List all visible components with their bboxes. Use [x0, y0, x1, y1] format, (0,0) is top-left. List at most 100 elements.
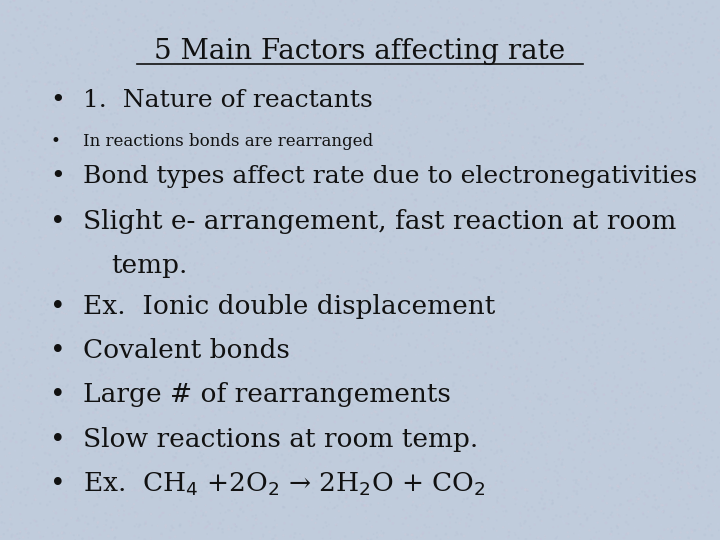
Point	[243, 376, 255, 384]
Point	[93, 94, 104, 103]
Point	[164, 130, 176, 139]
Point	[45, 26, 56, 35]
Point	[21, 275, 32, 284]
Point	[376, 150, 387, 159]
Point	[556, 341, 567, 350]
Point	[420, 512, 431, 521]
Point	[446, 436, 458, 444]
Point	[188, 56, 199, 64]
Point	[667, 177, 679, 185]
Point	[57, 247, 68, 255]
Point	[371, 332, 382, 340]
Point	[268, 468, 279, 477]
Point	[446, 249, 457, 258]
Point	[288, 429, 300, 437]
Point	[569, 222, 580, 231]
Point	[205, 522, 217, 530]
Point	[381, 357, 392, 366]
Point	[195, 429, 207, 437]
Point	[91, 390, 102, 399]
Point	[523, 286, 535, 294]
Point	[360, 106, 372, 114]
Point	[408, 246, 419, 254]
Point	[197, 135, 209, 144]
Point	[307, 484, 319, 492]
Point	[504, 139, 516, 147]
Point	[639, 246, 650, 255]
Point	[71, 276, 83, 285]
Point	[528, 89, 539, 97]
Point	[29, 217, 40, 226]
Point	[387, 466, 399, 475]
Point	[401, 254, 413, 263]
Point	[652, 220, 664, 228]
Point	[400, 83, 412, 91]
Point	[330, 521, 342, 529]
Point	[699, 134, 711, 143]
Point	[74, 104, 86, 112]
Point	[608, 232, 619, 241]
Point	[21, 524, 32, 533]
Point	[634, 103, 646, 112]
Point	[6, 462, 17, 471]
Point	[588, 333, 599, 341]
Point	[387, 227, 399, 235]
Point	[282, 62, 294, 70]
Point	[123, 510, 135, 518]
Point	[312, 283, 323, 292]
Point	[600, 369, 612, 377]
Point	[165, 275, 176, 284]
Point	[194, 448, 206, 457]
Point	[271, 84, 283, 92]
Point	[432, 292, 444, 300]
Point	[369, 247, 381, 256]
Point	[649, 476, 660, 485]
Point	[225, 233, 237, 242]
Point	[713, 26, 720, 35]
Point	[374, 220, 386, 229]
Point	[253, 12, 264, 21]
Point	[58, 530, 70, 538]
Point	[91, 0, 102, 8]
Point	[225, 319, 237, 328]
Point	[518, 96, 529, 104]
Point	[366, 141, 377, 150]
Point	[445, 53, 456, 62]
Point	[382, 340, 393, 349]
Point	[673, 118, 685, 127]
Point	[660, 458, 672, 467]
Point	[641, 227, 652, 236]
Point	[316, 150, 328, 159]
Point	[79, 451, 91, 460]
Point	[417, 430, 428, 439]
Point	[678, 167, 689, 176]
Point	[518, 212, 530, 220]
Point	[695, 217, 706, 225]
Point	[264, 491, 275, 500]
Point	[140, 517, 151, 526]
Point	[379, 62, 391, 71]
Point	[51, 29, 63, 38]
Point	[240, 256, 252, 265]
Point	[351, 188, 362, 197]
Point	[0, 147, 9, 156]
Point	[416, 320, 428, 329]
Point	[209, 141, 220, 150]
Point	[621, 451, 632, 460]
Point	[466, 48, 477, 56]
Point	[434, 315, 446, 323]
Point	[50, 258, 62, 267]
Point	[14, 249, 26, 258]
Point	[125, 231, 136, 239]
Point	[495, 188, 507, 197]
Point	[475, 445, 487, 454]
Point	[187, 154, 199, 163]
Point	[274, 246, 286, 255]
Point	[2, 40, 14, 49]
Point	[227, 202, 238, 211]
Point	[364, 183, 375, 191]
Point	[412, 341, 423, 349]
Point	[446, 303, 458, 312]
Point	[300, 324, 312, 333]
Point	[652, 262, 664, 271]
